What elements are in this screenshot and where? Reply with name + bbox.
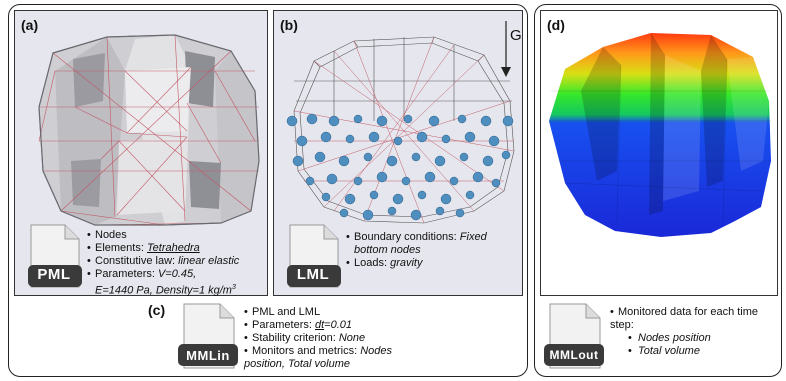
panel-c-item: Parameters: dt=0.01 bbox=[244, 319, 424, 332]
panel-d-heading-cont: step: bbox=[610, 319, 634, 331]
panel-b-item: Loads: gravity bbox=[346, 257, 522, 270]
panel-a-label: (a) bbox=[21, 17, 39, 33]
wireframe-nodes-figure bbox=[286, 21, 515, 224]
lml-badge-label: LML bbox=[296, 266, 330, 283]
panel-a-item: Elements: Tetrahedra bbox=[87, 242, 267, 255]
panel-a-item: Parameters: V=0.45, bbox=[87, 268, 267, 281]
mmlin-badge-label: MMLin bbox=[186, 348, 230, 363]
panel-c-description: PML and LML Parameters: dt=0.01 Stabilit… bbox=[244, 306, 424, 371]
gravity-label: G bbox=[510, 27, 522, 44]
panel-b: (b) G LML Boundary conditions: Fixed bot… bbox=[273, 10, 523, 296]
panel-b-description: Boundary conditions: Fixed bottom nodes … bbox=[346, 231, 522, 270]
panel-c-item-cont: position, Total volume bbox=[244, 358, 350, 370]
lml-file-icon: LML bbox=[284, 223, 342, 289]
panel-c-label: (c) bbox=[148, 302, 166, 318]
panel-b-label: (b) bbox=[280, 17, 298, 33]
panel-c-item: PML and LML bbox=[244, 306, 424, 319]
panel-a-item: Constitutive law: linear elastic bbox=[87, 255, 267, 268]
panel-a-description: Nodes Elements: Tetrahedra Constitutive … bbox=[87, 229, 267, 298]
panel-d-description: Monitored data for each time step: Nodes… bbox=[610, 306, 780, 358]
mmlout-badge-label: MMLout bbox=[549, 348, 599, 362]
panel-d: (d) bbox=[540, 10, 778, 296]
pml-file-icon: PML bbox=[25, 223, 83, 289]
mmlout-file-icon: MMLout bbox=[542, 302, 606, 370]
panel-d-item: Total volume bbox=[610, 345, 780, 358]
panel-d-item: Nodes position bbox=[610, 332, 780, 345]
panel-b-item: Boundary conditions: Fixed bbox=[346, 231, 522, 244]
panel-c-item: Monitors and metrics: Nodes bbox=[244, 345, 424, 358]
panel-a-item-cont: E=1440 Pa, Density=1 kg/m3 bbox=[95, 284, 236, 297]
panel-c-item: Stability criterion: None bbox=[244, 332, 424, 345]
panel-a: (a) PML Nodes Elements: Tetrahedra Const… bbox=[14, 10, 268, 298]
volume-result-figure bbox=[549, 33, 771, 237]
panel-d-heading: Monitored data for each time bbox=[610, 306, 780, 319]
panel-d-label: (d) bbox=[547, 17, 565, 33]
pml-badge-label: PML bbox=[37, 266, 71, 283]
panel-a-item: Nodes bbox=[87, 229, 267, 242]
tetrahedral-mesh-figure bbox=[38, 34, 260, 226]
panel-b-item-cont: bottom nodes bbox=[354, 244, 421, 256]
mmlin-file-icon: MMLin bbox=[176, 302, 240, 370]
